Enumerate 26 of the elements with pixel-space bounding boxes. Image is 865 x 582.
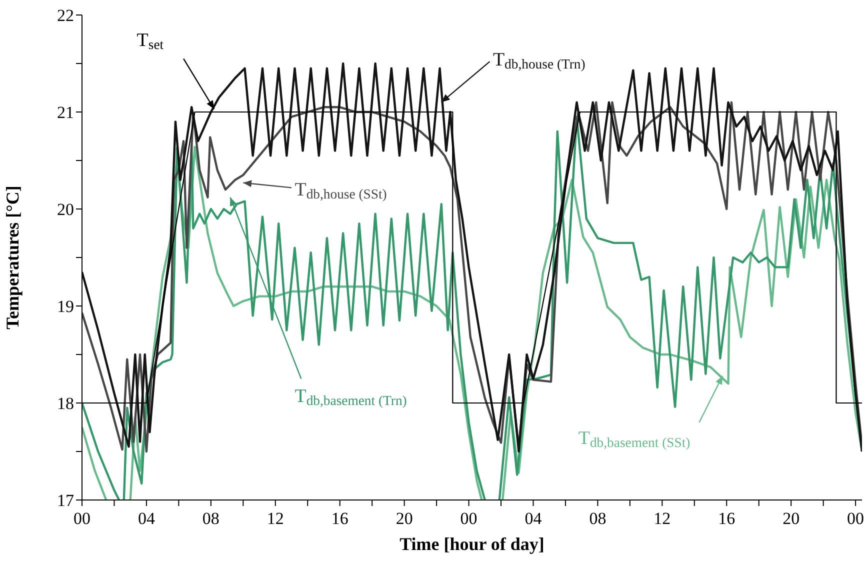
text: T$_{db,basement (Trn)}$ (294, 386, 407, 408)
x-tick-label: 00 (74, 509, 90, 528)
x-tick-label: 16 (718, 509, 736, 528)
x-tick-label: 00 (847, 509, 864, 528)
x-tick-label: 20 (782, 509, 800, 528)
x-tick-label: 20 (396, 509, 413, 528)
y-tick-label: 18 (57, 394, 74, 414)
text: T$_{set}$ (136, 30, 164, 52)
x-tick-label: 04 (138, 509, 156, 528)
series-label: T$_{db,house (Trn)}$ (492, 50, 586, 72)
x-tick-label: 08 (202, 509, 220, 528)
x-tick-label: 08 (589, 509, 606, 528)
x-tick-label: 16 (331, 509, 348, 528)
x-tick-label: 00 (460, 509, 478, 528)
y-tick-label: 17 (57, 491, 74, 510)
legend-label: T$_{db,house (SSt)}$ (294, 180, 387, 202)
x-axis-title: Time [hour of day] (400, 534, 544, 554)
x-tick-label: 12 (654, 509, 671, 528)
y-axis-title: Temperatures [°C] (2, 186, 22, 330)
x-tick-label: 04 (524, 509, 542, 528)
y-tick-label: 19 (57, 297, 74, 316)
text: T$_{db,basement (SSt)}$ (578, 428, 690, 450)
y-tick-label: 22 (57, 6, 74, 26)
y-tick-label: 21 (57, 103, 74, 122)
x-tick-label: 12 (266, 509, 284, 528)
y-tick-label: 20 (57, 200, 74, 220)
